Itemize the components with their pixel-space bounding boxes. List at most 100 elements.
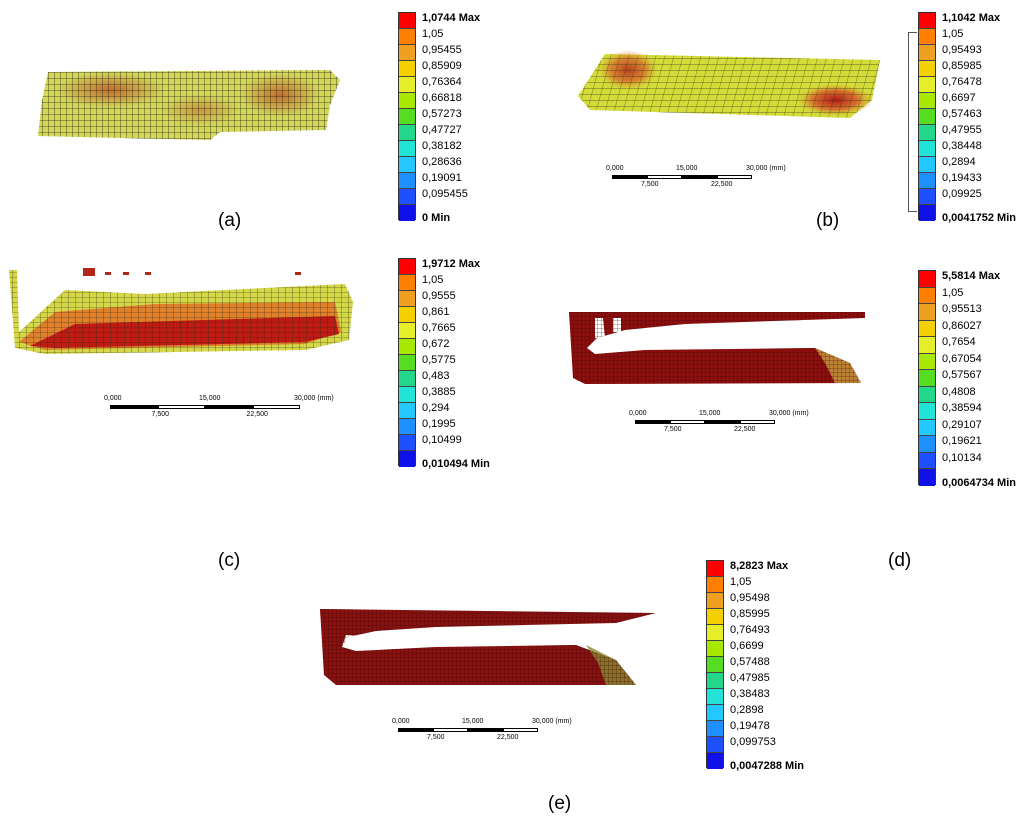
legend-label: 0,66818 [422,92,462,104]
scalebar-segment [647,175,682,179]
legend-swatch [707,593,723,609]
legend-b-colorbar [918,12,936,221]
legend-swatch [919,469,935,486]
legend-label: 0,86027 [942,319,982,332]
scalebar-segment [205,405,253,409]
scalebar-top-label: 30,000 (mm) [294,395,334,402]
legend-swatch [399,371,415,387]
scalebar-segment [110,405,158,409]
legend-label: 0,10134 [942,451,982,464]
legend-swatch [399,419,415,435]
scalebar-top-label: 30,000 (mm) [746,165,786,172]
legend-label: 0,4808 [942,385,976,398]
legend-swatch [707,577,723,593]
legend-label: 0,95455 [422,44,462,56]
legend-label: 0,095455 [422,188,468,200]
legend-label: 0,38448 [942,140,982,152]
legend-swatch [919,13,935,29]
legend-swatch [919,271,935,288]
legend-label: 0,1995 [422,418,456,430]
legend-swatch [399,125,415,141]
legend-label: 0,7654 [942,336,976,348]
legend-c-colorbar [398,258,416,467]
scalebar-segment [398,728,433,732]
legend-label: 0,19621 [942,435,982,447]
legend-swatch [919,157,935,173]
scalebar-segment [252,405,300,409]
legend-swatch [399,173,415,189]
legend-label: 0,483 [422,370,450,382]
legend-label: 5,5814 Max [942,270,1001,282]
scalebar-bottom-label: 22,500 [246,411,268,418]
legend-label: 0,95493 [942,44,982,56]
legend-label: 0,47727 [422,124,462,136]
legend-swatch [919,436,935,453]
legend-swatch [399,435,415,451]
legend-label: 0,6697 [942,92,976,104]
mesh-b-svg [578,50,880,118]
scalebar-top-label: 30,000 (mm) [532,718,572,725]
legend-swatch [707,609,723,625]
legend-swatch [399,275,415,291]
legend-label: 1,05 [730,576,752,588]
scalebar-c: 0,000 15,000 30,000 (mm) 7,500 22,500 [104,395,340,425]
legend-label: 0,19091 [422,172,462,184]
legend-swatch [399,29,415,45]
legend-swatch [399,403,415,419]
legend-label: 1,9712 Max [422,258,481,270]
legend-label: 0,85909 [422,60,462,72]
legend-swatch [707,753,723,769]
legend-label: 1,05 [422,274,444,286]
legend-label: 1,0744 Max [422,12,481,24]
legend-swatch [399,77,415,93]
legend-bracket-b [908,32,917,212]
scalebar-bottom-label: 7,500 [641,181,659,188]
legend-label: 0,38182 [422,140,462,152]
legend-swatch [399,205,415,221]
legend-label: 0,2898 [730,704,764,716]
legend-swatch [399,355,415,371]
scalebar-top-label: 30,000 (mm) [769,410,809,417]
legend-swatch [399,291,415,307]
mesh-e-svg [320,609,656,685]
legend-swatch [707,737,723,753]
legend-swatch [919,337,935,354]
scalebar-bottom-label: 7,500 [664,426,682,433]
legend-swatch [707,673,723,689]
scalebar-top-label: 0,000 [606,165,624,172]
scalebar-segment [503,728,538,732]
caption-b: (b) [816,210,840,231]
legend-swatch [919,403,935,420]
legend-swatch [919,109,935,125]
legend-label: 0,76364 [422,76,462,88]
legend-label: 1,05 [942,28,964,40]
legend-swatch [919,370,935,387]
legend-swatch [707,657,723,673]
legend-label: 0,09925 [942,188,982,200]
legend-swatch [919,29,935,45]
scalebar-bottom-label: 22,500 [734,426,756,433]
scalebar-segment [612,175,647,179]
legend-swatch [707,561,723,577]
legend-swatch [399,13,415,29]
scalebar-top-label: 0,000 [392,718,410,725]
legend-label: 1,05 [422,28,444,40]
legend-label: 0,7665 [422,322,456,334]
legend-label: 0,861 [422,306,450,318]
legend-label: 0,38594 [942,402,982,414]
legend-swatch [399,93,415,109]
legend-label: 0,10499 [422,434,462,446]
legend-swatch [919,93,935,109]
legend-swatch [707,689,723,705]
legend-swatch [707,625,723,641]
legend-swatch [919,189,935,205]
legend-label: 0,57567 [942,369,982,381]
legend-label: 0,19478 [730,720,770,732]
caption-c: (c) [218,550,241,571]
legend-label: 0,95498 [730,592,770,604]
scalebar-segment [717,175,752,179]
legend-label: 0,0047288 Min [730,760,804,772]
caption-e: (e) [548,793,572,814]
scalebar-segment [157,405,205,409]
scalebar-top-label: 15,000 [676,165,698,172]
